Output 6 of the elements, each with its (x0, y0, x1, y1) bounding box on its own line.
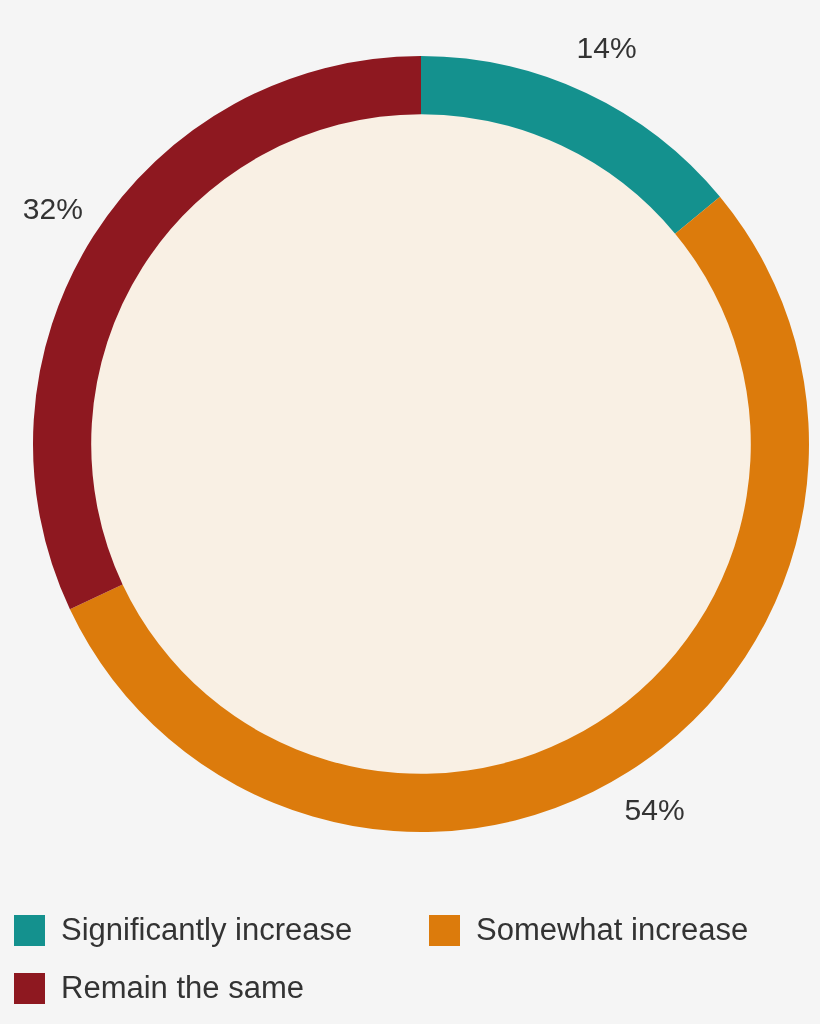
data-label: 32% (22, 191, 83, 225)
legend-label: Remain the same (61, 970, 304, 1006)
legend-label: Significantly increase (61, 912, 353, 948)
data-label: 54% (624, 793, 685, 827)
data-label: 14% (576, 30, 637, 64)
legend-label: Somewhat increase (476, 912, 749, 948)
